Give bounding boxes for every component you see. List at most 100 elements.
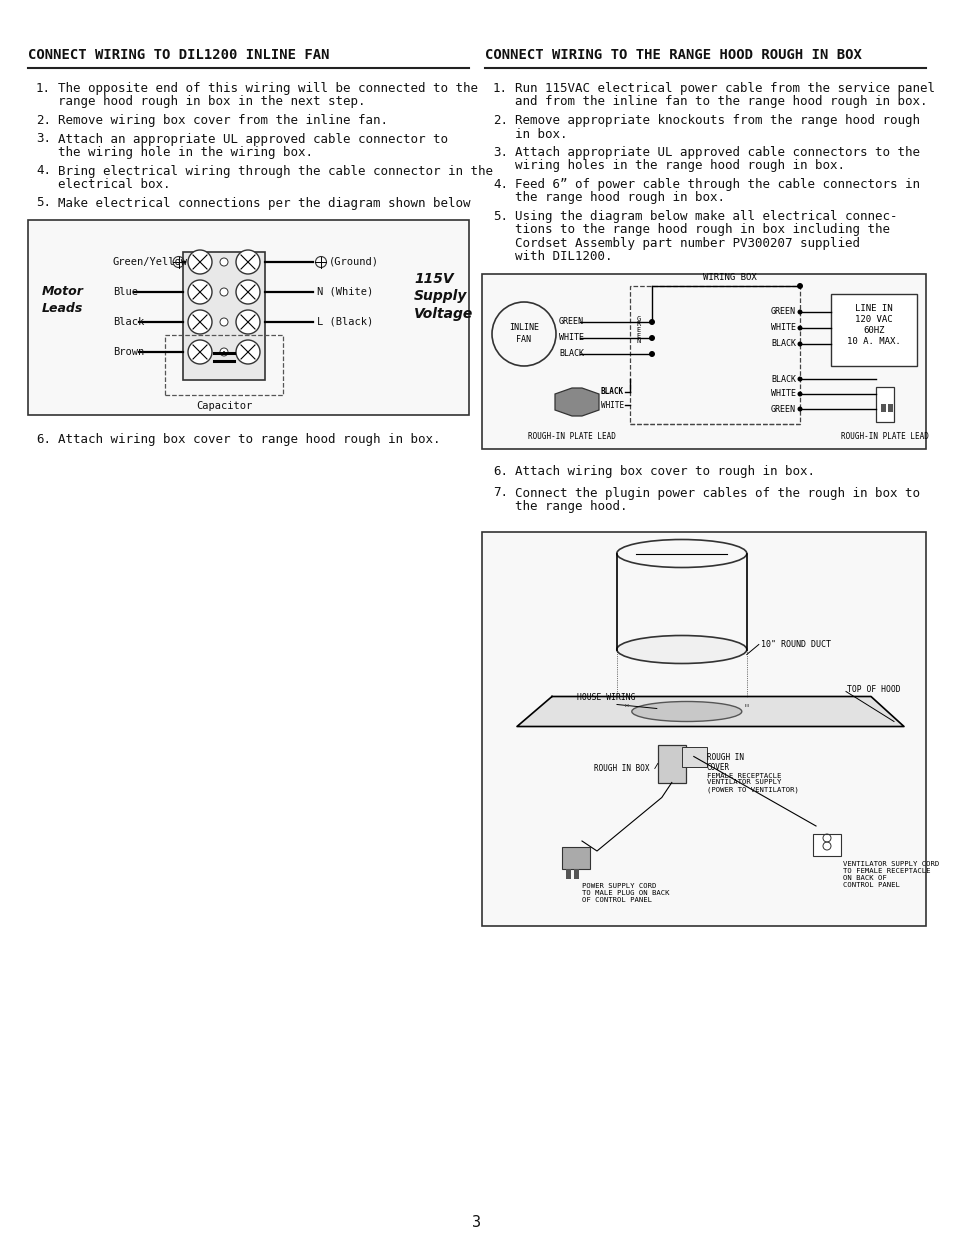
Text: (Ground): (Ground): [329, 257, 378, 267]
Text: Make electrical connections per the diagram shown below: Make electrical connections per the diag…: [58, 196, 470, 210]
Text: and from the inline fan to the range hood rough in box.: and from the inline fan to the range hoo…: [515, 95, 926, 109]
Text: Using the diagram below make all electrical connec-: Using the diagram below make all electri…: [515, 210, 897, 224]
Text: Feed 6” of power cable through the cable connectors in: Feed 6” of power cable through the cable…: [515, 178, 919, 191]
Bar: [875, 387, 893, 422]
Text: L (Black): L (Black): [316, 317, 373, 327]
Text: ": ": [743, 703, 749, 716]
Bar: [565, 869, 571, 879]
Text: BLACK: BLACK: [770, 374, 795, 384]
Text: wiring holes in the range hood rough in box.: wiring holes in the range hood rough in …: [515, 159, 844, 173]
Text: Capacitor: Capacitor: [195, 401, 252, 411]
Text: ": ": [623, 703, 629, 716]
Bar: [658, 745, 685, 783]
Text: the wiring hole in the wiring box.: the wiring hole in the wiring box.: [58, 146, 313, 159]
Bar: [574, 869, 578, 879]
Text: Brown: Brown: [112, 347, 144, 357]
Text: WHITE: WHITE: [770, 389, 795, 399]
Polygon shape: [517, 697, 903, 726]
Circle shape: [220, 317, 228, 326]
Bar: [830, 294, 916, 366]
Ellipse shape: [617, 636, 746, 663]
Text: 115V
Supply
Voltage: 115V Supply Voltage: [414, 272, 473, 321]
Text: 1.: 1.: [493, 82, 507, 95]
Text: range hood rough in box in the next step.: range hood rough in box in the next step…: [58, 95, 365, 109]
Text: Cordset Assembly part number PV300207 supplied: Cordset Assembly part number PV300207 su…: [515, 237, 859, 249]
Circle shape: [797, 406, 801, 411]
Text: the range hood.: the range hood.: [515, 500, 627, 513]
Text: Remove appropriate knockouts from the range hood rough: Remove appropriate knockouts from the ra…: [515, 114, 919, 127]
Text: Motor
Leads: Motor Leads: [42, 285, 84, 315]
Text: GREEN: GREEN: [770, 405, 795, 414]
Circle shape: [797, 310, 801, 315]
Text: 5.: 5.: [493, 210, 507, 224]
Polygon shape: [555, 388, 598, 416]
Text: 3.: 3.: [493, 146, 507, 159]
Circle shape: [235, 310, 260, 333]
Text: Attach wiring box cover to range hood rough in box.: Attach wiring box cover to range hood ro…: [58, 433, 440, 446]
Text: INLINE: INLINE: [509, 324, 538, 332]
Text: WHITE: WHITE: [600, 400, 623, 410]
Circle shape: [796, 283, 802, 289]
Text: ROUGH-IN PLATE LEAD: ROUGH-IN PLATE LEAD: [841, 432, 928, 441]
Text: 7.: 7.: [493, 487, 507, 499]
Text: 3: 3: [472, 1215, 481, 1230]
Text: in box.: in box.: [515, 127, 567, 141]
Text: CONNECT WIRING TO DIL1200 INLINE FAN: CONNECT WIRING TO DIL1200 INLINE FAN: [28, 48, 329, 62]
Text: ROUGH-IN PLATE LEAD: ROUGH-IN PLATE LEAD: [528, 432, 616, 441]
Text: CONNECT WIRING TO THE RANGE HOOD ROUGH IN BOX: CONNECT WIRING TO THE RANGE HOOD ROUGH I…: [484, 48, 861, 62]
Circle shape: [235, 249, 260, 274]
Text: ROUGH IN BOX: ROUGH IN BOX: [594, 764, 649, 773]
Bar: [165, 335, 283, 395]
Bar: [880, 404, 885, 412]
Circle shape: [188, 249, 212, 274]
Text: electrical box.: electrical box.: [58, 178, 171, 191]
Text: Attach wiring box cover to rough in box.: Attach wiring box cover to rough in box.: [515, 466, 814, 478]
Text: The opposite end of this wiring will be connected to the: The opposite end of this wiring will be …: [58, 82, 477, 95]
Bar: [887, 404, 892, 412]
Text: Run 115VAC electrical power cable from the service panel: Run 115VAC electrical power cable from t…: [515, 82, 934, 95]
Bar: [481, 531, 925, 926]
Circle shape: [235, 340, 260, 364]
Text: 10" ROUND DUCT: 10" ROUND DUCT: [760, 640, 830, 650]
Text: tions to the range hood rough in box including the: tions to the range hood rough in box inc…: [515, 224, 889, 236]
Text: POWER SUPPLY CORD
TO MALE PLUG ON BACK
OF CONTROL PANEL: POWER SUPPLY CORD TO MALE PLUG ON BACK O…: [581, 883, 669, 903]
Circle shape: [220, 288, 228, 296]
Ellipse shape: [631, 701, 741, 721]
Text: 2.: 2.: [493, 114, 507, 127]
Circle shape: [648, 335, 655, 341]
Text: 5.: 5.: [36, 196, 51, 210]
Circle shape: [235, 280, 260, 304]
Text: GREEN: GREEN: [770, 308, 795, 316]
Text: FAN: FAN: [516, 336, 531, 345]
Circle shape: [797, 377, 801, 382]
Bar: [481, 274, 925, 450]
Text: FEMALE RECEPTACLE
VENTILATOR SUPPLY
(POWER TO VENTILATOR): FEMALE RECEPTACLE VENTILATOR SUPPLY (POW…: [706, 773, 798, 793]
Text: 2.: 2.: [36, 114, 51, 127]
Text: Remove wiring box cover from the inline fan.: Remove wiring box cover from the inline …: [58, 114, 388, 127]
Circle shape: [648, 351, 655, 357]
Text: 4.: 4.: [493, 178, 507, 191]
Circle shape: [797, 342, 801, 347]
Text: the range hood rough in box.: the range hood rough in box.: [515, 191, 724, 205]
Text: with DIL1200.: with DIL1200.: [515, 251, 612, 263]
Text: 1.: 1.: [36, 82, 51, 95]
Circle shape: [648, 319, 655, 325]
Text: TOP OF HOOD: TOP OF HOOD: [846, 684, 900, 694]
Text: 3.: 3.: [36, 132, 51, 146]
Text: HOUSE WIRING: HOUSE WIRING: [577, 693, 635, 701]
Text: BLACK: BLACK: [558, 350, 583, 358]
Text: Attach appropriate UL approved cable connectors to the: Attach appropriate UL approved cable con…: [515, 146, 919, 159]
Bar: [812, 834, 841, 856]
Text: Black: Black: [112, 317, 144, 327]
Text: WHITE: WHITE: [558, 333, 583, 342]
Text: Attach an appropriate UL approved cable connector to: Attach an appropriate UL approved cable …: [58, 132, 448, 146]
Text: Bring electrical wiring through the cable connector in the: Bring electrical wiring through the cabl…: [58, 164, 493, 178]
Text: 6.: 6.: [36, 433, 51, 446]
Text: LINE IN
120 VAC
60HZ
10 A. MAX.: LINE IN 120 VAC 60HZ 10 A. MAX.: [846, 304, 900, 346]
Circle shape: [220, 348, 228, 356]
Text: WIRING BOX: WIRING BOX: [702, 273, 756, 282]
Circle shape: [188, 340, 212, 364]
Circle shape: [220, 258, 228, 266]
Text: N (White): N (White): [316, 287, 373, 296]
Bar: [681, 746, 706, 767]
